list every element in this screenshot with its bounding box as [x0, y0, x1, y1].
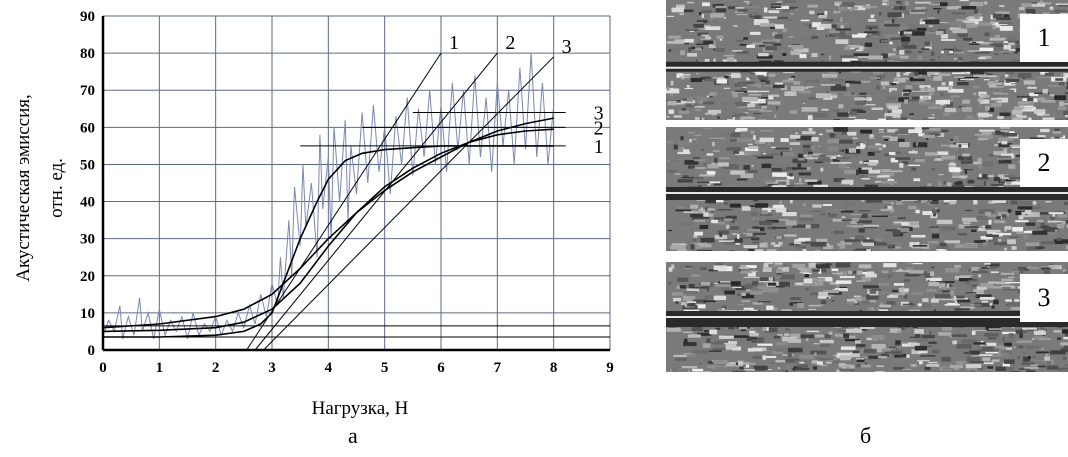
- y-tick-label: 90: [80, 9, 95, 25]
- series-curve-3: [102, 117, 554, 329]
- y-tick-label: 40: [80, 195, 95, 211]
- plateau-label-3: 3: [594, 102, 604, 124]
- micrograph-label-1: 1: [1020, 14, 1068, 62]
- x-axis-title: Нагрузка, Н: [312, 398, 409, 419]
- x-tick-label: 1: [156, 360, 164, 376]
- noise-signal: [102, 53, 555, 340]
- x-tick-label: 7: [494, 360, 502, 376]
- noise-trace: [102, 53, 555, 340]
- tangent-line-2: [254, 52, 498, 351]
- micrograph-2: 2: [666, 127, 1068, 251]
- y-tick-label: 80: [80, 46, 95, 62]
- micrograph-label-3: 3: [1020, 274, 1068, 322]
- grid: [103, 15, 611, 350]
- micrograph-label-2: 2: [1020, 139, 1068, 187]
- y-tick-label: 30: [80, 232, 95, 248]
- y-tick-label: 70: [80, 83, 95, 99]
- y-tick-label: 20: [80, 269, 95, 285]
- tangent-label-2: 2: [505, 32, 515, 54]
- x-tick-label: 6: [437, 360, 445, 376]
- y-tick-label: 10: [80, 306, 95, 322]
- x-tick-label: 5: [381, 360, 389, 376]
- y-axis-title-line1: Акустическая эмиссия,: [13, 94, 34, 282]
- series-curve-1: [103, 145, 554, 338]
- x-tick-label: 0: [99, 360, 107, 376]
- plateau-label-2: 2: [594, 117, 604, 139]
- axes: [101, 16, 610, 352]
- tangent-line-1: [246, 52, 442, 351]
- x-tick-label: 2: [212, 360, 220, 376]
- y-tick-label: 60: [80, 120, 95, 136]
- x-tick-label: 9: [606, 360, 614, 376]
- micrograph-3: 3: [666, 262, 1068, 372]
- x-tick-label: 4: [325, 360, 333, 376]
- tangent-label-1: 1: [449, 32, 459, 54]
- x-tick-label: 8: [550, 360, 558, 376]
- panel-label-b: б: [860, 423, 872, 448]
- micrograph-1: 1: [666, 0, 1068, 120]
- tangent-label-3: 3: [562, 36, 572, 58]
- x-tick-label: 3: [268, 360, 276, 376]
- panel-label-a: а: [348, 423, 358, 448]
- tangent-line-3: [263, 56, 555, 351]
- plateau-label-1: 1: [594, 136, 604, 158]
- y-axis-title-line2: отн. ед.: [46, 158, 67, 218]
- y-tick-label: 50: [80, 157, 95, 173]
- series-curves: [102, 117, 554, 338]
- y-tick-label: 0: [88, 343, 96, 359]
